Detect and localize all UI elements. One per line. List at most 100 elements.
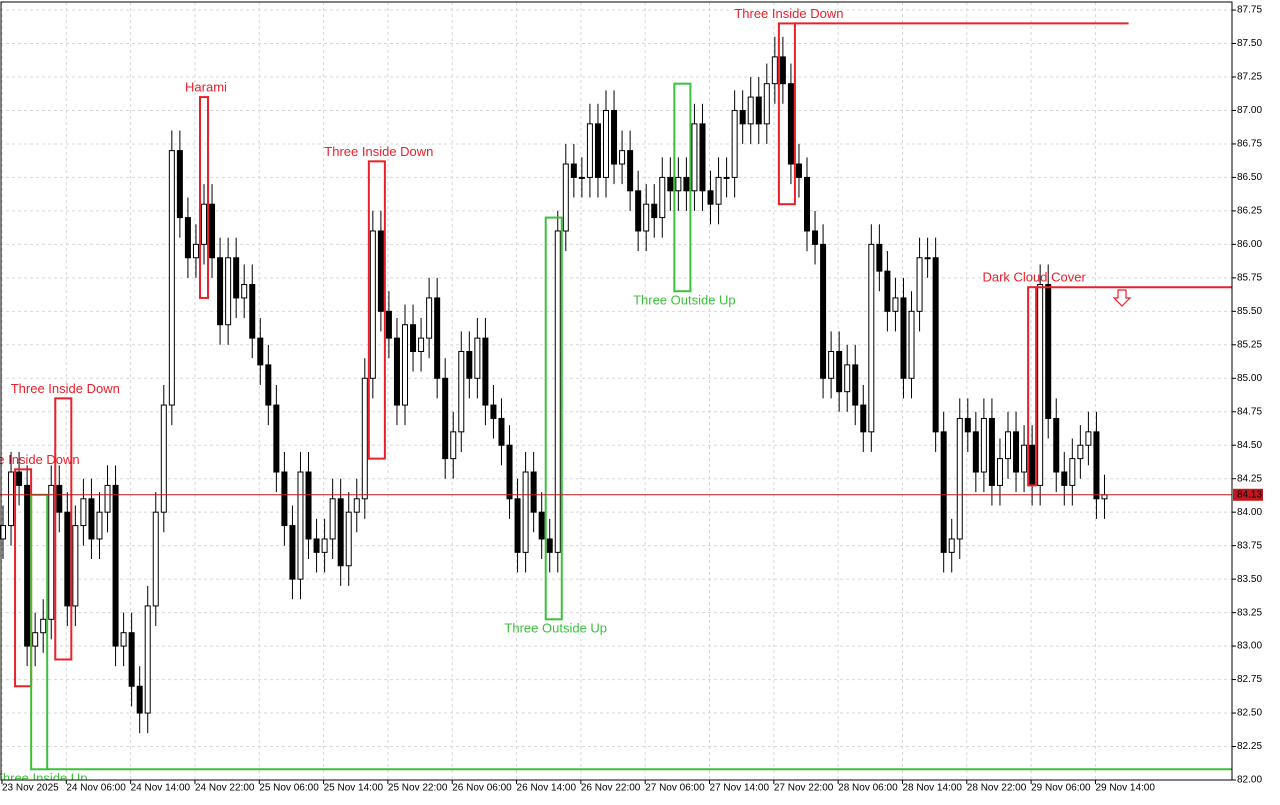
candle-body	[1101, 494, 1108, 500]
candle-body	[273, 404, 280, 473]
candle-body	[562, 163, 569, 232]
candle-body	[1069, 458, 1076, 486]
pattern-box	[777, 22, 796, 206]
candle-body	[337, 498, 344, 567]
candle-body	[924, 257, 931, 260]
candle-body	[281, 471, 288, 527]
pattern-label: Three Inside Down	[324, 144, 433, 159]
candle-body	[1053, 417, 1060, 473]
candle-body	[1037, 284, 1044, 486]
candle-body	[972, 431, 979, 473]
y-tick-label: 84.00	[1237, 507, 1262, 518]
candle-body	[112, 484, 119, 647]
candle-body	[643, 203, 650, 232]
candle-body	[755, 96, 762, 125]
candle-body	[241, 284, 248, 299]
candle-body	[619, 150, 626, 165]
x-tick-label: 25 Nov 14:00	[324, 783, 384, 794]
candle-body	[233, 257, 240, 299]
candle-body	[426, 297, 433, 339]
candle-body	[1013, 431, 1020, 473]
candle-body	[787, 83, 794, 165]
pattern-box	[54, 397, 73, 661]
candle-body	[603, 109, 609, 178]
candle-body	[450, 431, 457, 460]
candle-body	[868, 243, 875, 433]
candle-body	[956, 417, 963, 540]
candle-body	[852, 364, 859, 406]
candle-body	[908, 310, 915, 379]
pattern-label: Three Inside Down	[734, 6, 843, 21]
x-tick-label: 26 Nov 22:00	[581, 783, 641, 794]
candle-body	[1029, 444, 1036, 486]
y-tick-label: 82.00	[1237, 775, 1262, 786]
candle-body	[699, 123, 706, 192]
y-tick-label: 82.25	[1237, 741, 1262, 752]
candle-body	[410, 324, 417, 352]
candle-body	[804, 176, 810, 232]
candle-body	[40, 618, 47, 634]
candle-body	[980, 417, 987, 473]
candle-body	[659, 176, 666, 219]
candle-body	[474, 337, 481, 379]
candle-body	[530, 471, 537, 513]
candle-body	[586, 123, 593, 178]
pattern-box	[1027, 286, 1038, 487]
candle-body	[297, 471, 304, 580]
candle-body	[988, 417, 995, 486]
candle-body	[836, 350, 843, 393]
candle-body	[24, 484, 31, 647]
candle-body	[900, 297, 907, 379]
pattern-label: Dark Cloud Cover	[982, 270, 1086, 285]
candle-body	[402, 324, 408, 406]
x-tick-label: 28 Nov 06:00	[838, 783, 898, 794]
pattern-box	[544, 216, 563, 621]
candle-body	[369, 230, 376, 379]
candle-body	[217, 257, 224, 326]
candle-body	[1077, 444, 1084, 460]
candle-body	[64, 511, 71, 607]
pattern-label: Three Inside Down	[0, 452, 80, 467]
y-tick-label: 83.00	[1237, 641, 1262, 652]
pattern-box	[367, 160, 386, 460]
y-tick-label: 83.25	[1237, 607, 1262, 618]
x-tick-label: 24 Nov 14:00	[131, 783, 191, 794]
axes: 82.00 82.25 82.50 82.75 83.00 83.25 83.50 83.75…	[1, 5, 1263, 794]
candle-body	[812, 230, 819, 245]
candle-body	[940, 431, 947, 553]
candle-body	[779, 56, 786, 85]
candle-body	[506, 444, 513, 500]
candle-body	[482, 337, 489, 406]
x-tick-label: 26 Nov 14:00	[517, 783, 577, 794]
pattern-label: Three Outside Up	[633, 293, 736, 308]
pattern-label: Harami	[185, 80, 227, 95]
signal-arrow	[1112, 289, 1132, 307]
candle-body	[715, 176, 722, 205]
candle-body	[152, 511, 159, 607]
candle-body	[892, 297, 899, 312]
x-tick-label: 27 Nov 22:00	[774, 783, 834, 794]
candle-body	[611, 109, 618, 165]
candle-body	[120, 632, 127, 647]
candle-body	[96, 511, 103, 540]
candle-body	[168, 150, 175, 406]
candle-body	[771, 56, 778, 85]
x-tick-label: 29 Nov 06:00	[1031, 783, 1091, 794]
candle-body	[393, 337, 400, 406]
pattern-label: Three Inside Up	[0, 771, 87, 786]
candle-body	[691, 123, 698, 192]
candle-body	[884, 270, 891, 312]
candle-body	[522, 471, 529, 553]
candle-body	[88, 498, 95, 540]
candle-body	[490, 404, 497, 419]
candle-body	[144, 605, 151, 714]
candle-body	[860, 404, 867, 433]
candle-body	[828, 350, 835, 379]
candle-body	[739, 109, 746, 125]
candle-body	[546, 538, 553, 553]
candle-body	[353, 498, 360, 513]
candle-body	[731, 109, 738, 178]
candle-body	[80, 498, 87, 527]
candle-body	[932, 257, 939, 433]
